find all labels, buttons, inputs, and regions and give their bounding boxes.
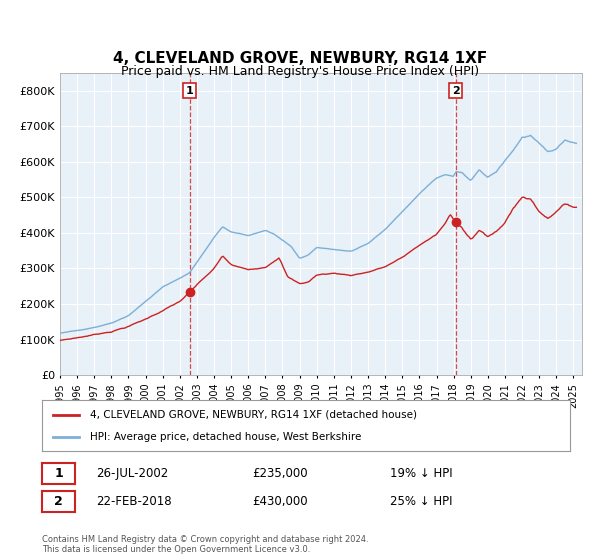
Text: 2: 2 bbox=[452, 86, 460, 96]
Text: 26-JUL-2002: 26-JUL-2002 bbox=[96, 467, 168, 480]
Text: Price paid vs. HM Land Registry's House Price Index (HPI): Price paid vs. HM Land Registry's House … bbox=[121, 64, 479, 78]
Text: 19% ↓ HPI: 19% ↓ HPI bbox=[390, 467, 452, 480]
Text: Contains HM Land Registry data © Crown copyright and database right 2024.
This d: Contains HM Land Registry data © Crown c… bbox=[42, 535, 368, 554]
Text: 22-FEB-2018: 22-FEB-2018 bbox=[96, 495, 172, 508]
Text: 4, CLEVELAND GROVE, NEWBURY, RG14 1XF (detached house): 4, CLEVELAND GROVE, NEWBURY, RG14 1XF (d… bbox=[89, 409, 416, 419]
Text: 4, CLEVELAND GROVE, NEWBURY, RG14 1XF: 4, CLEVELAND GROVE, NEWBURY, RG14 1XF bbox=[113, 52, 487, 66]
Text: 1: 1 bbox=[185, 86, 193, 96]
Text: £430,000: £430,000 bbox=[252, 495, 308, 508]
Text: 2: 2 bbox=[54, 495, 63, 508]
Text: £235,000: £235,000 bbox=[252, 467, 308, 480]
Text: 1: 1 bbox=[54, 467, 63, 480]
Text: HPI: Average price, detached house, West Berkshire: HPI: Average price, detached house, West… bbox=[89, 432, 361, 442]
Text: 25% ↓ HPI: 25% ↓ HPI bbox=[390, 495, 452, 508]
